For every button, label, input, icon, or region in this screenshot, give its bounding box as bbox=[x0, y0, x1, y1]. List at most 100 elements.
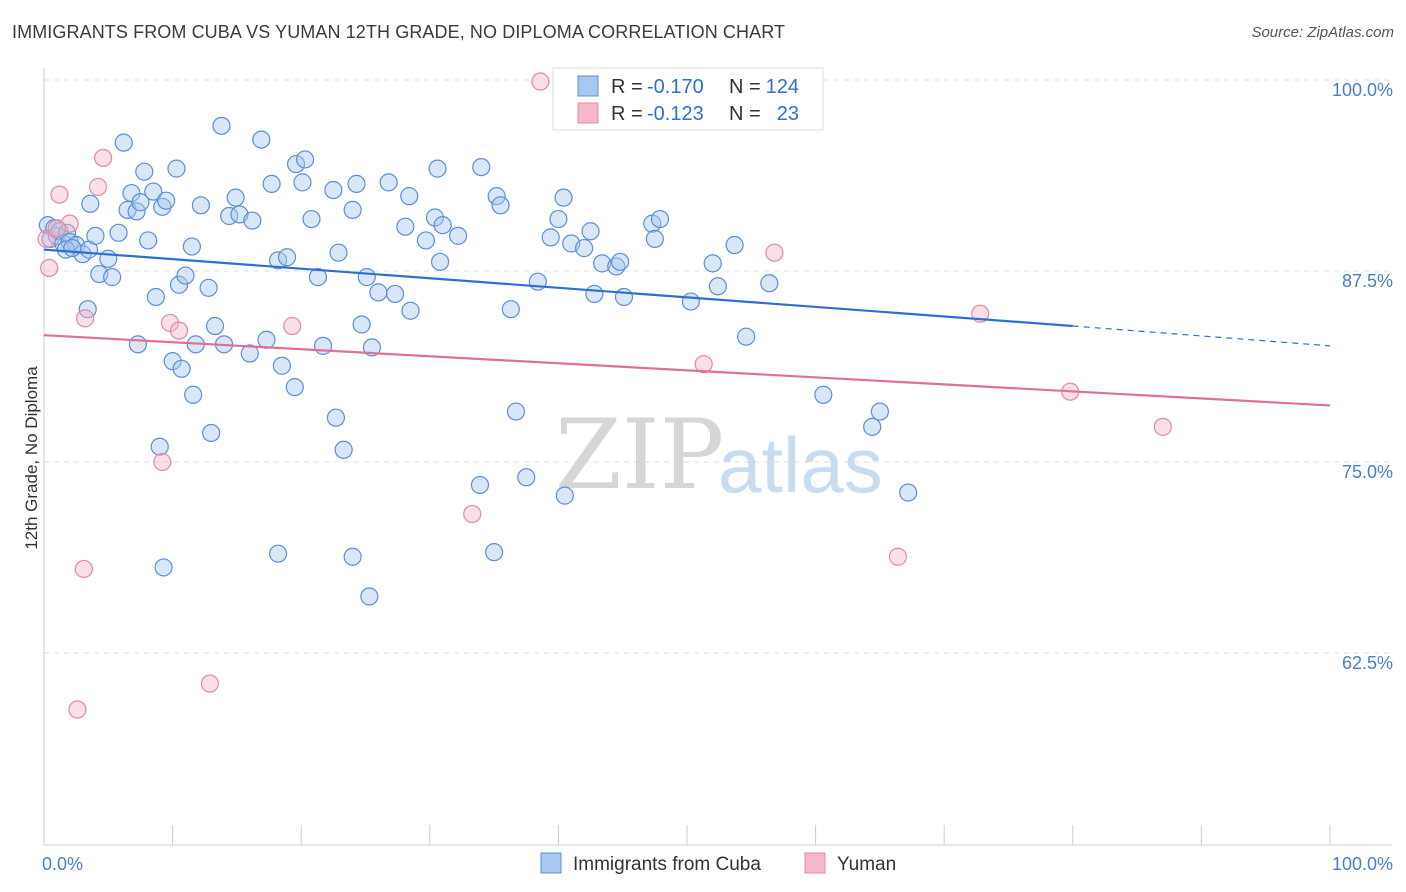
data-point-cuba bbox=[614, 287, 634, 307]
x-tick-labels: 0.0% 100.0% bbox=[42, 854, 1393, 874]
data-point-cuba bbox=[127, 202, 146, 221]
trend-lines bbox=[43, 248, 1331, 407]
y-tick-label: 62.5% bbox=[1342, 653, 1393, 673]
legend-n-value: 23 bbox=[777, 103, 799, 125]
data-point-cuba bbox=[326, 408, 346, 427]
data-point-cuba bbox=[109, 223, 128, 242]
data-point-cuba bbox=[329, 243, 348, 262]
data-point-cuba bbox=[899, 483, 918, 502]
data-point-cuba bbox=[501, 300, 520, 319]
data-point-cuba bbox=[172, 359, 191, 378]
bottom-legend-label-yuman: Yuman bbox=[837, 854, 896, 875]
bottom-legend-swatch-cuba bbox=[540, 852, 562, 874]
data-point-cuba bbox=[611, 252, 630, 271]
data-point-cuba bbox=[176, 266, 195, 285]
y-tick-labels: 100.0% 87.5% 75.0% 62.5% bbox=[1332, 80, 1393, 673]
data-point-cuba bbox=[212, 116, 231, 135]
data-point-yuman bbox=[694, 355, 713, 374]
data-point-cuba bbox=[205, 316, 225, 336]
data-point-cuba bbox=[491, 196, 510, 215]
data-point-cuba bbox=[150, 437, 169, 456]
data-point-cuba bbox=[506, 402, 526, 421]
data-point-cuba bbox=[243, 211, 262, 230]
data-point-cuba bbox=[760, 274, 779, 293]
data-point-cuba bbox=[343, 200, 362, 219]
data-point-cuba bbox=[425, 208, 445, 227]
trend-line-cuba bbox=[43, 248, 1073, 328]
data-point-cuba bbox=[400, 187, 419, 206]
data-point-yuman bbox=[50, 185, 69, 204]
data-point-cuba bbox=[470, 475, 490, 495]
data-point-cuba bbox=[128, 335, 147, 354]
x-tick-label: 0.0% bbox=[42, 854, 83, 874]
data-point-cuba bbox=[103, 268, 122, 287]
trend-line-yuman bbox=[43, 334, 1331, 407]
data-point-cuba bbox=[347, 174, 366, 194]
data-point-cuba bbox=[517, 468, 536, 487]
data-point-cuba bbox=[63, 238, 82, 258]
axes bbox=[43, 68, 1392, 846]
data-point-cuba bbox=[154, 558, 173, 577]
data-point-cuba bbox=[385, 284, 405, 304]
bottom-legend-swatch-yuman bbox=[804, 852, 826, 874]
data-point-cuba bbox=[352, 315, 371, 334]
data-point-cuba bbox=[184, 385, 203, 404]
data-point-cuba bbox=[645, 229, 664, 249]
data-point-cuba bbox=[401, 301, 420, 320]
data-point-cuba bbox=[81, 194, 100, 213]
data-point-cuba bbox=[240, 344, 259, 363]
data-point-cuba bbox=[334, 440, 353, 459]
source-label: Source: ZipAtlas.com bbox=[1251, 24, 1394, 41]
data-point-cuba bbox=[99, 249, 118, 268]
trend-line-cuba-extension bbox=[1072, 325, 1331, 347]
data-point-yuman bbox=[47, 219, 66, 238]
data-point-cuba bbox=[681, 292, 700, 311]
data-point-cuba bbox=[737, 327, 756, 346]
x-tick-label: 100.0% bbox=[1332, 854, 1393, 874]
data-point-cuba bbox=[277, 248, 297, 267]
data-point-cuba bbox=[114, 133, 133, 152]
legend-r-value: -0.123 bbox=[647, 103, 704, 125]
data-point-cuba bbox=[357, 268, 376, 287]
data-point-yuman bbox=[40, 258, 59, 278]
data-point-yuman bbox=[76, 309, 95, 328]
data-point-cuba bbox=[324, 180, 343, 200]
watermark-atlas: atlas bbox=[718, 421, 883, 509]
data-point-cuba bbox=[86, 226, 105, 245]
data-point-cuba bbox=[167, 159, 186, 178]
data-point-cuba bbox=[302, 209, 321, 229]
data-point-cuba bbox=[135, 162, 154, 181]
data-point-cuba bbox=[703, 254, 722, 273]
bottom-legend-label-cuba: Immigrants from Cuba bbox=[573, 854, 761, 875]
data-point-yuman bbox=[283, 316, 302, 336]
data-point-cuba bbox=[262, 174, 281, 194]
stats-legend: R = -0.170 N = 124 R = -0.123 N = 23 bbox=[552, 67, 824, 131]
data-point-cuba bbox=[541, 228, 560, 247]
watermark-zip: ZIP bbox=[555, 399, 724, 511]
legend-n-value: 124 bbox=[766, 76, 799, 98]
data-point-cuba bbox=[268, 544, 288, 563]
data-point-cuba bbox=[131, 193, 150, 212]
data-point-cuba bbox=[285, 378, 304, 397]
data-point-cuba bbox=[448, 226, 468, 245]
data-point-cuba bbox=[396, 217, 415, 236]
data-point-cuba bbox=[252, 130, 271, 149]
data-point-cuba bbox=[555, 486, 574, 505]
legend-swatch-cuba bbox=[577, 75, 599, 97]
data-point-cuba bbox=[369, 283, 388, 302]
data-point-cuba bbox=[549, 209, 568, 229]
data-point-yuman bbox=[94, 148, 113, 168]
series-cuba-points bbox=[38, 116, 918, 606]
data-point-cuba bbox=[257, 330, 276, 349]
data-point-yuman bbox=[1153, 417, 1172, 436]
legend-swatch-yuman bbox=[577, 102, 599, 124]
data-point-cuba bbox=[226, 188, 245, 207]
data-point-cuba bbox=[191, 196, 210, 215]
data-point-cuba bbox=[360, 587, 379, 606]
data-point-yuman bbox=[765, 243, 784, 262]
data-point-yuman bbox=[74, 559, 93, 579]
data-point-cuba bbox=[581, 222, 600, 241]
data-point-cuba bbox=[428, 159, 447, 178]
y-tick-label: 87.5% bbox=[1342, 271, 1393, 291]
